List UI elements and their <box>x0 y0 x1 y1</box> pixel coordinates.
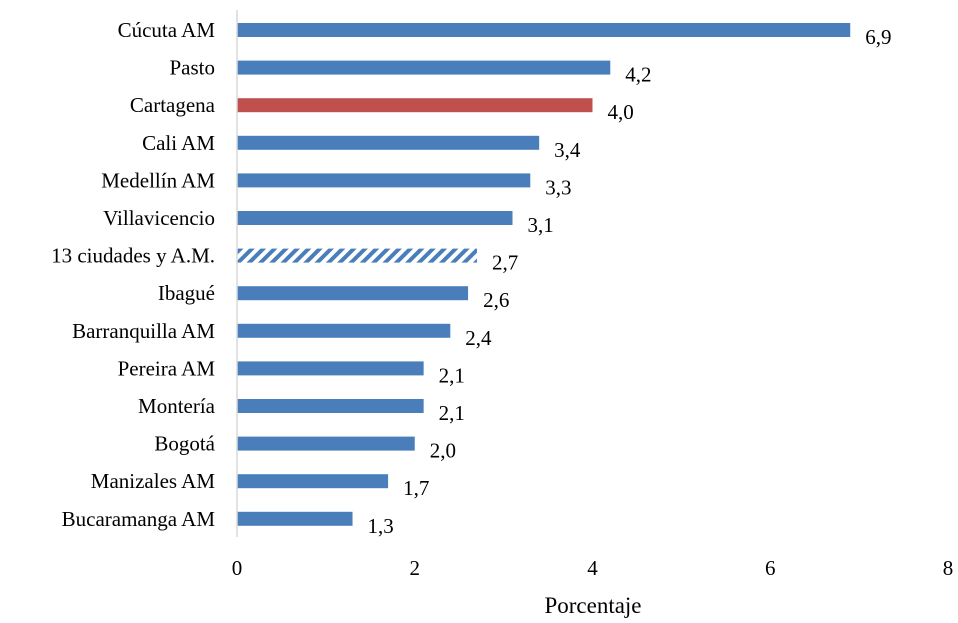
data-label: 3,4 <box>554 138 581 162</box>
x-tick-label: 8 <box>943 556 954 580</box>
bar <box>237 286 469 301</box>
category-label: Bogotá <box>154 432 215 456</box>
data-label: 2,6 <box>483 288 509 312</box>
data-label: 6,9 <box>865 25 891 49</box>
data-label: 3,1 <box>528 213 554 237</box>
bar <box>237 173 531 188</box>
category-label: Ibagué <box>158 281 215 305</box>
data-label: 2,4 <box>465 326 492 350</box>
category-label: Medellín AM <box>101 168 215 192</box>
bar <box>237 135 540 150</box>
category-label: Pasto <box>169 56 215 80</box>
bar <box>237 60 611 75</box>
data-label: 2,0 <box>430 439 456 463</box>
bar <box>237 211 513 225</box>
bars-layer <box>237 23 851 526</box>
category-label: Cartagena <box>130 93 216 117</box>
category-label: Cali AM <box>142 131 215 155</box>
bar <box>237 436 415 451</box>
category-label: 13 ciudades y A.M. <box>51 244 215 268</box>
x-tick-label: 6 <box>765 556 776 580</box>
category-label: Barranquilla AM <box>72 319 215 343</box>
data-label: 3,3 <box>545 175 571 199</box>
data-label: 2,7 <box>492 251 518 275</box>
x-tick-label: 2 <box>410 556 421 580</box>
bar <box>237 474 389 489</box>
bar <box>237 248 477 263</box>
data-label: 2,1 <box>439 401 465 425</box>
category-label: Manizales AM <box>91 469 216 493</box>
labels-layer: Cúcuta AM 6,9 Pasto 4,2 Cartagena 4,0 Cali AM 3… <box>51 18 891 538</box>
category-label: Montería <box>138 394 216 418</box>
category-label: Villavicencio <box>103 206 215 230</box>
data-label: 2,1 <box>439 363 465 387</box>
data-label: 1,7 <box>403 476 429 500</box>
bar <box>237 323 451 338</box>
x-tick-label: 0 <box>232 556 243 580</box>
bar <box>237 511 353 526</box>
data-label: 4,2 <box>625 63 651 87</box>
bar <box>237 98 593 113</box>
bar <box>237 23 851 37</box>
category-label: Cúcuta AM <box>118 18 216 42</box>
bar <box>237 361 424 376</box>
category-label: Bucaramanga AM <box>62 507 216 531</box>
data-label: 4,0 <box>608 100 634 124</box>
category-label: Pereira AM <box>118 356 216 380</box>
x-tick-label: 4 <box>587 556 598 580</box>
data-label: 1,3 <box>368 514 394 538</box>
bar <box>237 399 424 413</box>
x-axis-title: Porcentaje <box>544 593 641 618</box>
axis-layer: 0 2 4 6 8 <box>232 10 954 580</box>
